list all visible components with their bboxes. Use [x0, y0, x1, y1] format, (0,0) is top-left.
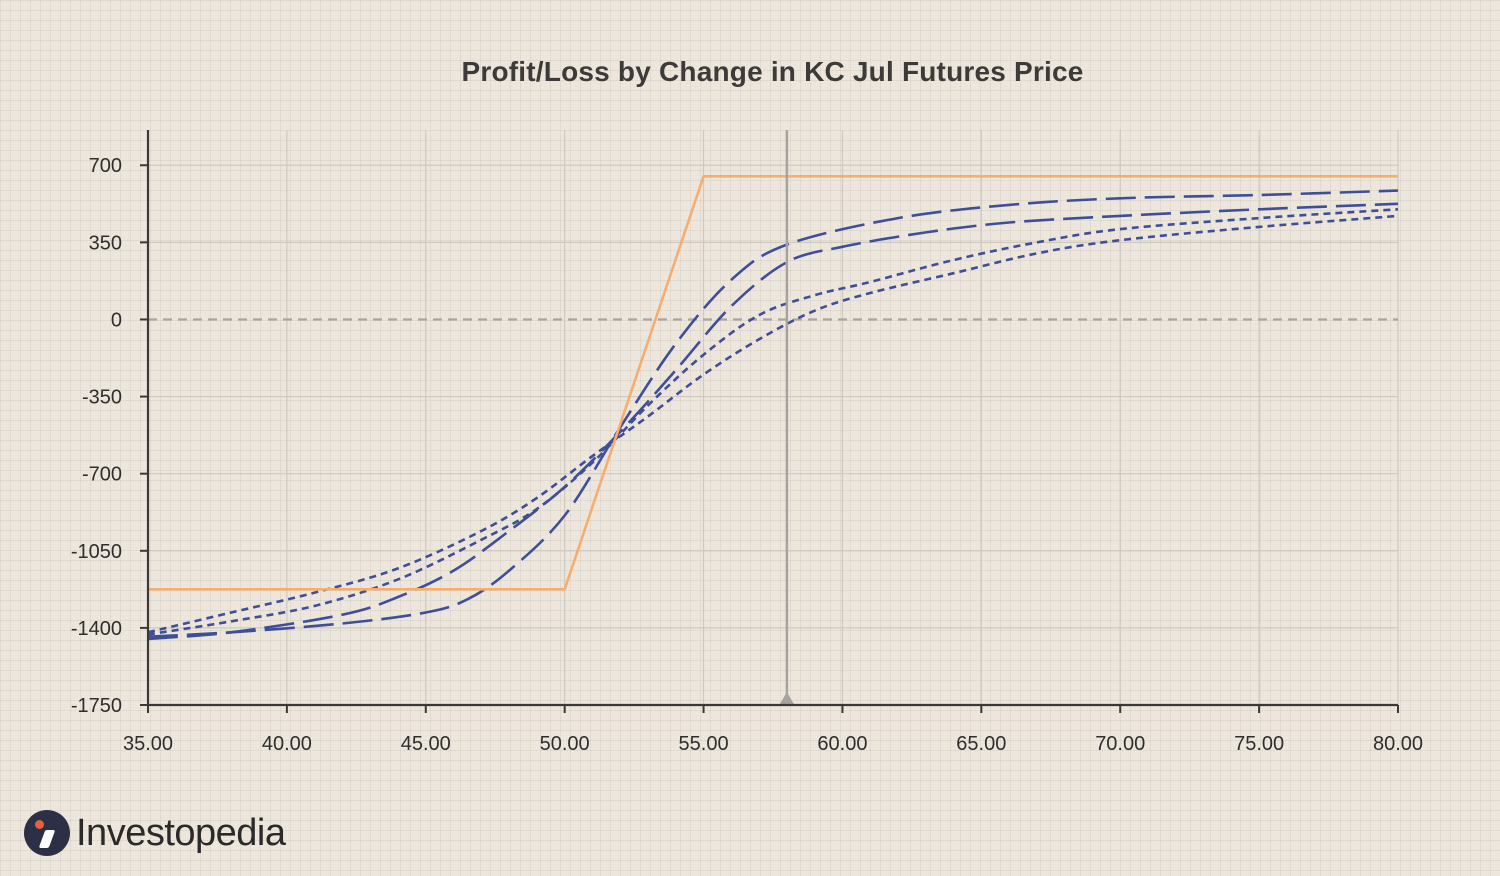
series-line-2	[147, 189, 1399, 638]
investopedia-logo: Investopedia	[24, 808, 286, 858]
x-tick-labels: 35.00 40.00 45.00 50.00 55.00 60.00 65.00 70.00…	[123, 733, 1423, 755]
x-tick-label-0: 35.00	[123, 733, 173, 755]
current-price-marker	[779, 130, 794, 705]
y-tick-label-1: 350	[89, 232, 122, 254]
axes	[140, 130, 1399, 713]
y-tick-label-5: -1050	[71, 541, 122, 563]
x-tick-label-2: 45.00	[401, 733, 451, 755]
series-line-5	[147, 214, 1399, 634]
series-line-1	[148, 175, 1398, 591]
x-tick-label-1: 40.00	[262, 733, 312, 755]
y-tick-label-7: -1750	[71, 695, 122, 717]
x-tick-label-7: 70.00	[1095, 733, 1145, 755]
series-line-3	[147, 202, 1399, 641]
brand-name: Investopedia	[76, 811, 286, 854]
y-tick-label-4: -700	[82, 464, 122, 486]
x-tick-label-4: 55.00	[679, 733, 729, 755]
y-tick-label-6: -1400	[71, 618, 122, 640]
series-lines	[147, 175, 1399, 641]
chart-title: Profit/Loss by Change in KC Jul Futures …	[461, 56, 1084, 87]
x-tick-label-5: 60.00	[817, 733, 867, 755]
y-tick-label-0: 700	[89, 155, 122, 177]
y-tick-label-3: -350	[82, 387, 122, 409]
y-tick-labels: 700 350 0 -350 -700 -1050 -1400 -1750	[71, 155, 122, 717]
x-tick-label-3: 50.00	[540, 733, 590, 755]
investopedia-logo-icon	[24, 810, 70, 856]
x-tick-label-8: 75.00	[1234, 733, 1284, 755]
x-tick-label-9: 80.00	[1373, 733, 1423, 755]
y-tick-label-2: 0	[111, 309, 122, 331]
x-tick-label-6: 65.00	[956, 733, 1006, 755]
current-price-triangle	[779, 692, 794, 704]
grid-lines	[148, 130, 1399, 705]
series-line-4	[147, 208, 1399, 636]
